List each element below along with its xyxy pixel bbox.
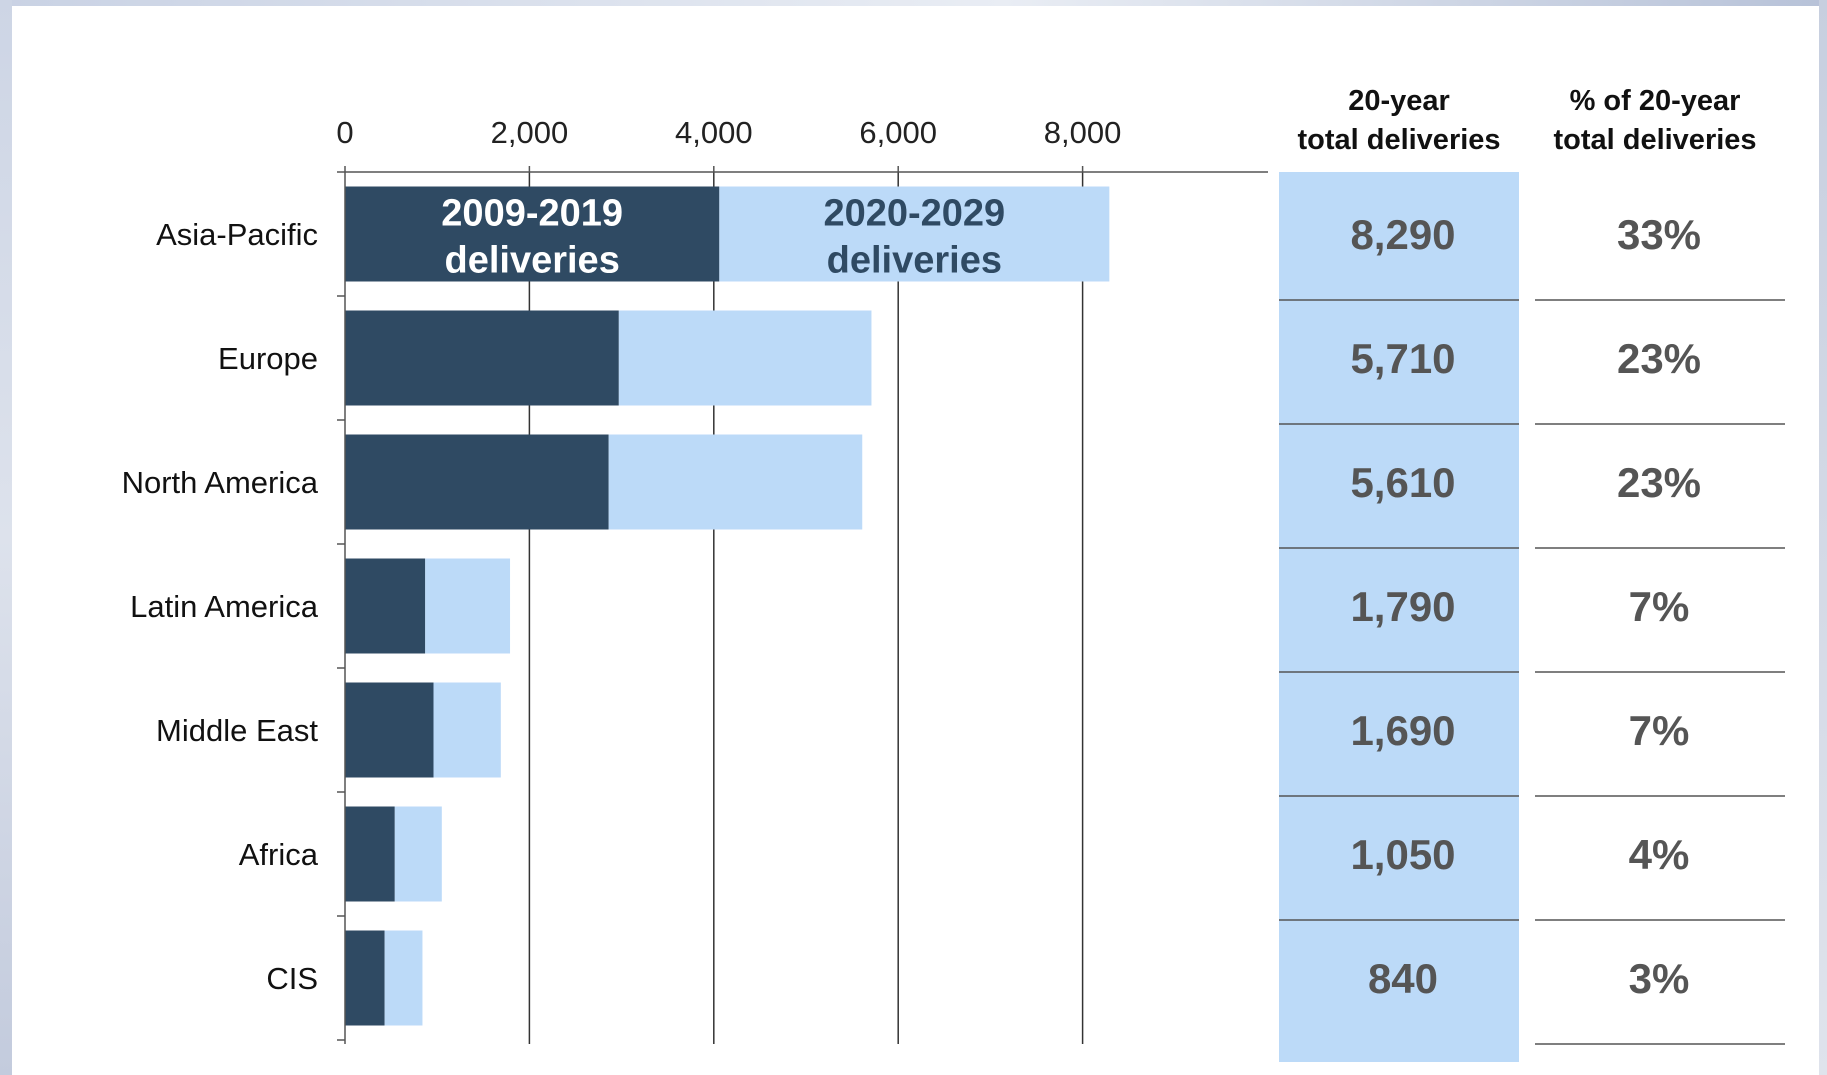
- category-label-asia-pacific: Asia-Pacific: [156, 217, 318, 252]
- grid-layer: [528, 172, 1084, 1044]
- total-value-africa: 1,050: [1350, 831, 1455, 878]
- percent-value-latin-america: 7%: [1629, 583, 1690, 630]
- x-tick-label-4: 8,000: [1044, 115, 1122, 150]
- category-label-cis: CIS: [266, 961, 318, 996]
- percent-value-asia-pacific: 33%: [1617, 211, 1701, 258]
- bar-middle-east-series-1: [345, 682, 434, 778]
- header-total-deliveries: 20-year total deliveries: [1297, 85, 1500, 156]
- bar-north-america-series-2: [608, 434, 863, 530]
- axis-layer: 0 2,000 4,000 6,000 8,000 Asia-Pacific Europe N…: [122, 115, 1268, 1044]
- x-tick-label-3: 6,000: [859, 115, 937, 150]
- right-decor-bar: [1819, 0, 1827, 1075]
- header-percent-deliveries-line-1: % of 20-year: [1570, 85, 1741, 117]
- percent-value-north-america: 23%: [1617, 459, 1701, 506]
- legend-label-series-2: 2020-2029 deliveries: [823, 193, 1005, 282]
- category-label-europe: Europe: [218, 341, 318, 376]
- bar-africa-series-1: [345, 806, 395, 902]
- bar-asia-pacific-series-2: [719, 186, 1110, 282]
- totals-column-fill: [1279, 172, 1519, 1062]
- bar-cis-series-1: [345, 930, 385, 1026]
- category-label-north-america: North America: [122, 465, 319, 500]
- legend-label-series-1: 2009-2019 deliveries: [441, 193, 623, 282]
- percent-value-africa: 4%: [1629, 831, 1690, 878]
- bar-middle-east-series-2: [433, 682, 501, 778]
- bar-europe-series-2: [618, 310, 872, 406]
- header-percent-deliveries-line-2: total deliveries: [1553, 124, 1756, 156]
- bar-latin-america-series-2: [425, 558, 511, 654]
- legend-label-series-2-line-1: 2020-2029: [823, 193, 1005, 235]
- percent-value-cis: 3%: [1629, 955, 1690, 1002]
- legend-label-series-1-line-1: 2009-2019: [441, 193, 623, 235]
- bar-cis-series-2: [384, 930, 423, 1026]
- bars-layer: [345, 186, 1110, 1026]
- bar-europe-series-1: [345, 310, 619, 406]
- total-value-cis: 840: [1368, 955, 1438, 1002]
- x-tick-label-2: 4,000: [675, 115, 753, 150]
- total-value-middle-east: 1,690: [1350, 707, 1455, 754]
- legend-label-series-1-line-2: deliveries: [444, 240, 619, 282]
- total-value-asia-pacific: 8,290: [1350, 211, 1455, 258]
- header-percent-deliveries: % of 20-year total deliveries: [1553, 85, 1756, 156]
- bar-latin-america-series-1: [345, 558, 426, 654]
- percent-value-middle-east: 7%: [1629, 707, 1690, 754]
- x-tick-label-1: 2,000: [491, 115, 569, 150]
- bar-asia-pacific-series-1: [345, 186, 720, 282]
- total-value-latin-america: 1,790: [1350, 583, 1455, 630]
- header-total-deliveries-line-1: 20-year: [1348, 85, 1450, 117]
- category-label-latin-america: Latin America: [130, 589, 319, 624]
- left-decor-bar: [0, 0, 12, 1075]
- top-decor-bar: [0, 0, 1827, 6]
- legend-layer: 2009-2019 deliveries 2020-2029 deliveries: [441, 193, 1005, 282]
- category-label-africa: Africa: [239, 837, 319, 872]
- total-value-europe: 5,710: [1350, 335, 1455, 382]
- total-value-north-america: 5,610: [1350, 459, 1455, 506]
- category-label-middle-east: Middle East: [156, 713, 318, 748]
- table-layer: 20-year total deliveries % of 20-year total…: [1279, 85, 1785, 1062]
- bar-north-america-series-1: [345, 434, 609, 530]
- header-total-deliveries-line-2: total deliveries: [1297, 124, 1500, 156]
- x-tick-label-0: 0: [336, 115, 353, 150]
- legend-label-series-2-line-2: deliveries: [827, 240, 1002, 282]
- bar-africa-series-2: [394, 806, 442, 902]
- percent-value-europe: 23%: [1617, 335, 1701, 382]
